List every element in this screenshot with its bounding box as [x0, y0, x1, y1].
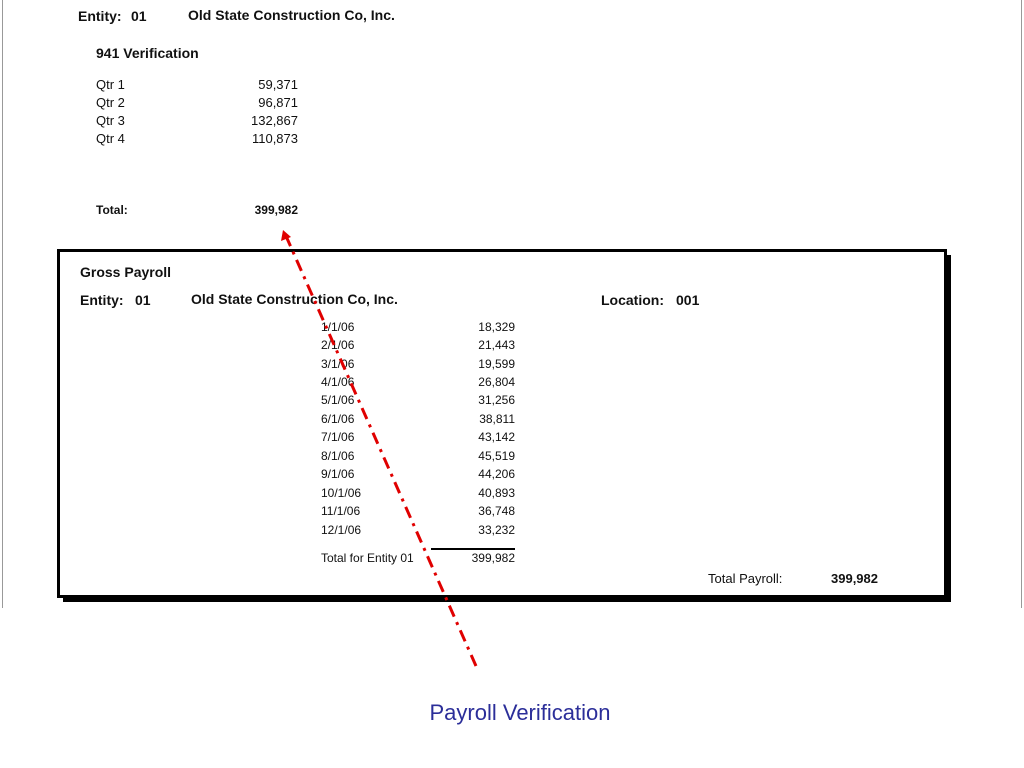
- entity-label: Entity:: [80, 292, 124, 308]
- payroll-date: 11/1/06: [321, 504, 361, 518]
- payroll-value: 44,206: [478, 467, 515, 481]
- payroll-date: 5/1/06: [321, 393, 355, 407]
- payroll-date: 9/1/06: [321, 467, 355, 481]
- payroll-value: 18,329: [478, 320, 515, 334]
- company-name: Old State Construction Co, Inc.: [188, 7, 395, 23]
- dashdot-arrow-line: [284, 235, 478, 667]
- quarter-label: Qtr 1: [96, 77, 125, 92]
- total-payroll-label: Total Payroll:: [708, 571, 783, 586]
- payroll-value: 38,811: [479, 412, 515, 426]
- payroll-date: 10/1/06: [321, 486, 362, 500]
- total-underline: [431, 548, 515, 550]
- total-label: Total:: [96, 203, 128, 217]
- entity-total-value: 399,982: [471, 551, 515, 565]
- page-border-left: [2, 0, 3, 608]
- payroll-value: 45,519: [478, 449, 515, 463]
- location-label: Location:: [601, 292, 664, 308]
- payroll-date: 4/1/06: [321, 375, 355, 389]
- company-name: Old State Construction Co, Inc.: [191, 291, 398, 307]
- quarter-label: Qtr 2: [96, 95, 125, 110]
- quarter-value: 59,371: [258, 77, 298, 92]
- entity-label: Entity:: [78, 8, 122, 24]
- payroll-value: 19,599: [478, 357, 515, 371]
- payroll-value: 33,232: [478, 523, 515, 537]
- entity-code: 01: [135, 292, 151, 308]
- page-border-right: [1021, 0, 1022, 608]
- entity-total-label: Total for Entity 01: [321, 551, 414, 565]
- payroll-date: 6/1/06: [321, 412, 355, 426]
- quarter-label: Qtr 4: [96, 131, 125, 146]
- payroll-date: 2/1/06: [321, 338, 355, 352]
- payroll-value: 40,893: [478, 486, 515, 500]
- payroll-value: 26,804: [478, 375, 515, 389]
- payroll-date: 12/1/06: [321, 523, 362, 537]
- payroll-date: 7/1/06: [321, 430, 355, 444]
- total-payroll-value: 399,982: [831, 571, 878, 586]
- entity-code: 01: [131, 8, 147, 24]
- payroll-date: 8/1/06: [321, 449, 355, 463]
- quarter-value: 110,873: [251, 131, 298, 146]
- quarter-label: Qtr 3: [96, 113, 125, 128]
- payroll-date: 3/1/06: [321, 357, 355, 371]
- payroll-value: 21,443: [478, 338, 515, 352]
- location-code: 001: [676, 292, 700, 308]
- quarter-value: 132,867: [251, 113, 298, 128]
- total-value: 399,982: [254, 203, 298, 217]
- gross-payroll-title: Gross Payroll: [80, 264, 172, 280]
- payroll-value: 31,256: [478, 393, 515, 407]
- quarter-value: 96,871: [258, 95, 298, 110]
- section-title: 941 Verification: [96, 45, 199, 61]
- payroll-date: 1/1/06: [321, 320, 355, 334]
- arrow-head-icon: [281, 230, 291, 241]
- gross-payroll-box: [57, 249, 947, 598]
- payroll-value: 43,142: [478, 430, 515, 444]
- payroll-value: 36,748: [478, 504, 515, 518]
- slide-caption: Payroll Verification: [429, 700, 611, 725]
